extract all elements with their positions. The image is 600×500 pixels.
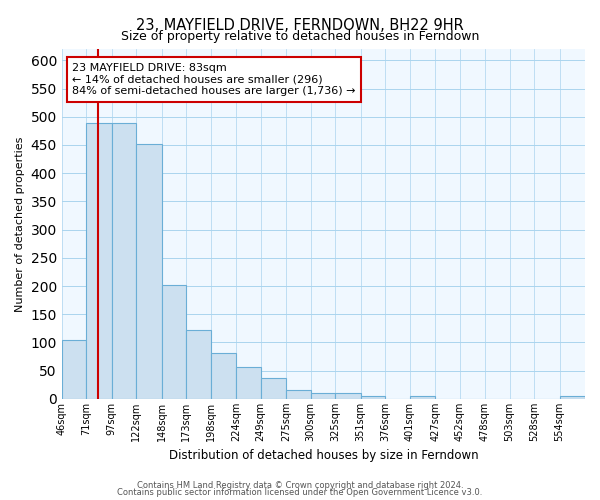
Text: 23 MAYFIELD DRIVE: 83sqm
← 14% of detached houses are smaller (296)
84% of semi-: 23 MAYFIELD DRIVE: 83sqm ← 14% of detach… [72, 63, 356, 96]
Bar [62, 340, 86, 399]
Text: 23, MAYFIELD DRIVE, FERNDOWN, BH22 9HR: 23, MAYFIELD DRIVE, FERNDOWN, BH22 9HR [136, 18, 464, 32]
X-axis label: Distribution of detached houses by size in Ferndown: Distribution of detached houses by size … [169, 450, 478, 462]
Bar [260, 378, 286, 399]
Y-axis label: Number of detached properties: Number of detached properties [15, 136, 25, 312]
Text: Contains public sector information licensed under the Open Government Licence v3: Contains public sector information licen… [118, 488, 482, 497]
Bar [211, 352, 236, 399]
Bar [410, 396, 435, 399]
Bar [560, 396, 585, 399]
Bar [361, 396, 385, 399]
Bar [236, 366, 260, 399]
Bar [335, 393, 361, 399]
Bar [311, 393, 335, 399]
Bar [112, 124, 136, 399]
Bar [136, 144, 162, 399]
Text: Size of property relative to detached houses in Ferndown: Size of property relative to detached ho… [121, 30, 479, 43]
Bar [186, 330, 211, 399]
Text: Contains HM Land Registry data © Crown copyright and database right 2024.: Contains HM Land Registry data © Crown c… [137, 480, 463, 490]
Bar [86, 124, 112, 399]
Bar [286, 390, 311, 399]
Bar [162, 285, 186, 399]
